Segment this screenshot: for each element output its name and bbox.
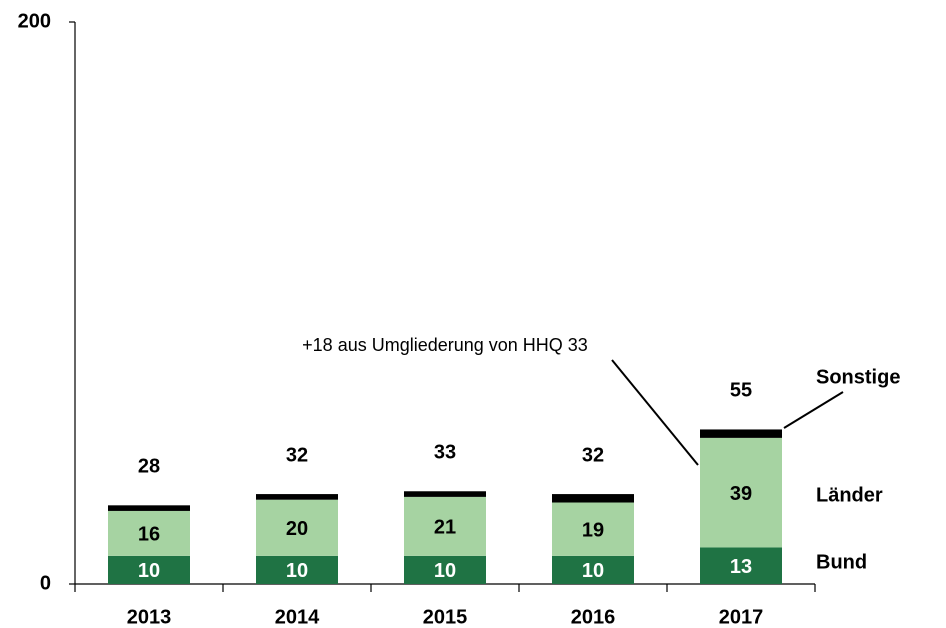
- total-label: 28: [138, 456, 160, 478]
- value-label: 10: [138, 560, 160, 582]
- value-label: 16: [138, 524, 160, 546]
- series-label: Bund: [816, 551, 867, 573]
- bar-segment: [256, 555, 338, 584]
- bar-segment: [108, 555, 190, 584]
- bar-segment: [108, 510, 190, 556]
- bar-segment: [404, 496, 486, 556]
- legend-leader: [783, 391, 844, 429]
- bar-segment: [700, 429, 782, 438]
- x-tick-label: 2017: [719, 606, 764, 628]
- bar-segment: [404, 491, 486, 497]
- bar-segment: [256, 499, 338, 556]
- bar-segment: [552, 502, 634, 556]
- bar-segment: [108, 505, 190, 511]
- x-tick-label: 2013: [127, 606, 172, 628]
- total-label: 32: [582, 444, 604, 466]
- series-label: Sonstige: [816, 366, 900, 388]
- value-label: 39: [730, 483, 752, 505]
- bar-segment: [404, 555, 486, 584]
- x-tick-label: 2014: [275, 606, 320, 628]
- bar-segment: [700, 437, 782, 548]
- series-label: Länder: [816, 484, 883, 506]
- value-label: 10: [286, 560, 308, 582]
- value-label: 21: [434, 517, 456, 539]
- bar-segment: [552, 555, 634, 584]
- bar-segment: [256, 494, 338, 500]
- total-label: 55: [730, 380, 752, 402]
- value-label: 13: [730, 556, 752, 578]
- annotation-line: [611, 359, 699, 466]
- bar-segment: [700, 547, 782, 584]
- value-label: 20: [286, 518, 308, 540]
- value-label: 10: [582, 560, 604, 582]
- x-tick-label: 2016: [571, 606, 616, 628]
- total-label: 33: [434, 442, 456, 464]
- y-tick-label: 0: [40, 572, 51, 594]
- bar-segment: [552, 494, 634, 503]
- x-tick-label: 2015: [423, 606, 468, 628]
- value-label: 10: [434, 560, 456, 582]
- annotation: +18 aus Umgliederung von HHQ 33: [302, 335, 588, 355]
- value-label: 19: [582, 519, 604, 541]
- y-tick-label: 200: [18, 10, 51, 32]
- total-label: 32: [286, 444, 308, 466]
